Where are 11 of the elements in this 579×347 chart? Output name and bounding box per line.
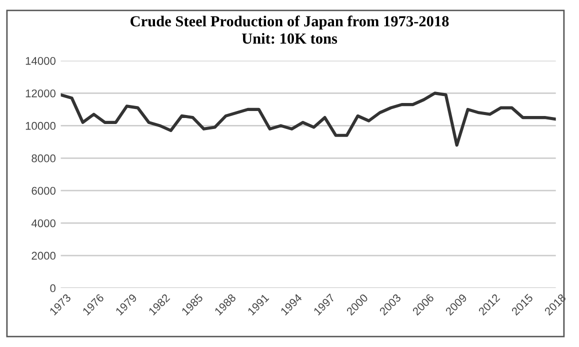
y-tick-label: 8000 [32,154,56,162]
y-tick-label: 12000 [26,89,56,98]
line-series [60,92,556,147]
y-tick-label: 0 [50,284,56,292]
y-tick-label: 2000 [32,252,56,260]
y-tick-label: 14000 [26,56,56,65]
chart-subtitle: Unit: 10K tons [242,32,338,44]
y-tick-label: 6000 [32,186,56,195]
chart-title: Crude Steel Production of Japan from 1973-2018 [130,16,449,30]
y-tick-label: 10000 [26,122,56,130]
y-tick-label: 4000 [31,219,56,228]
